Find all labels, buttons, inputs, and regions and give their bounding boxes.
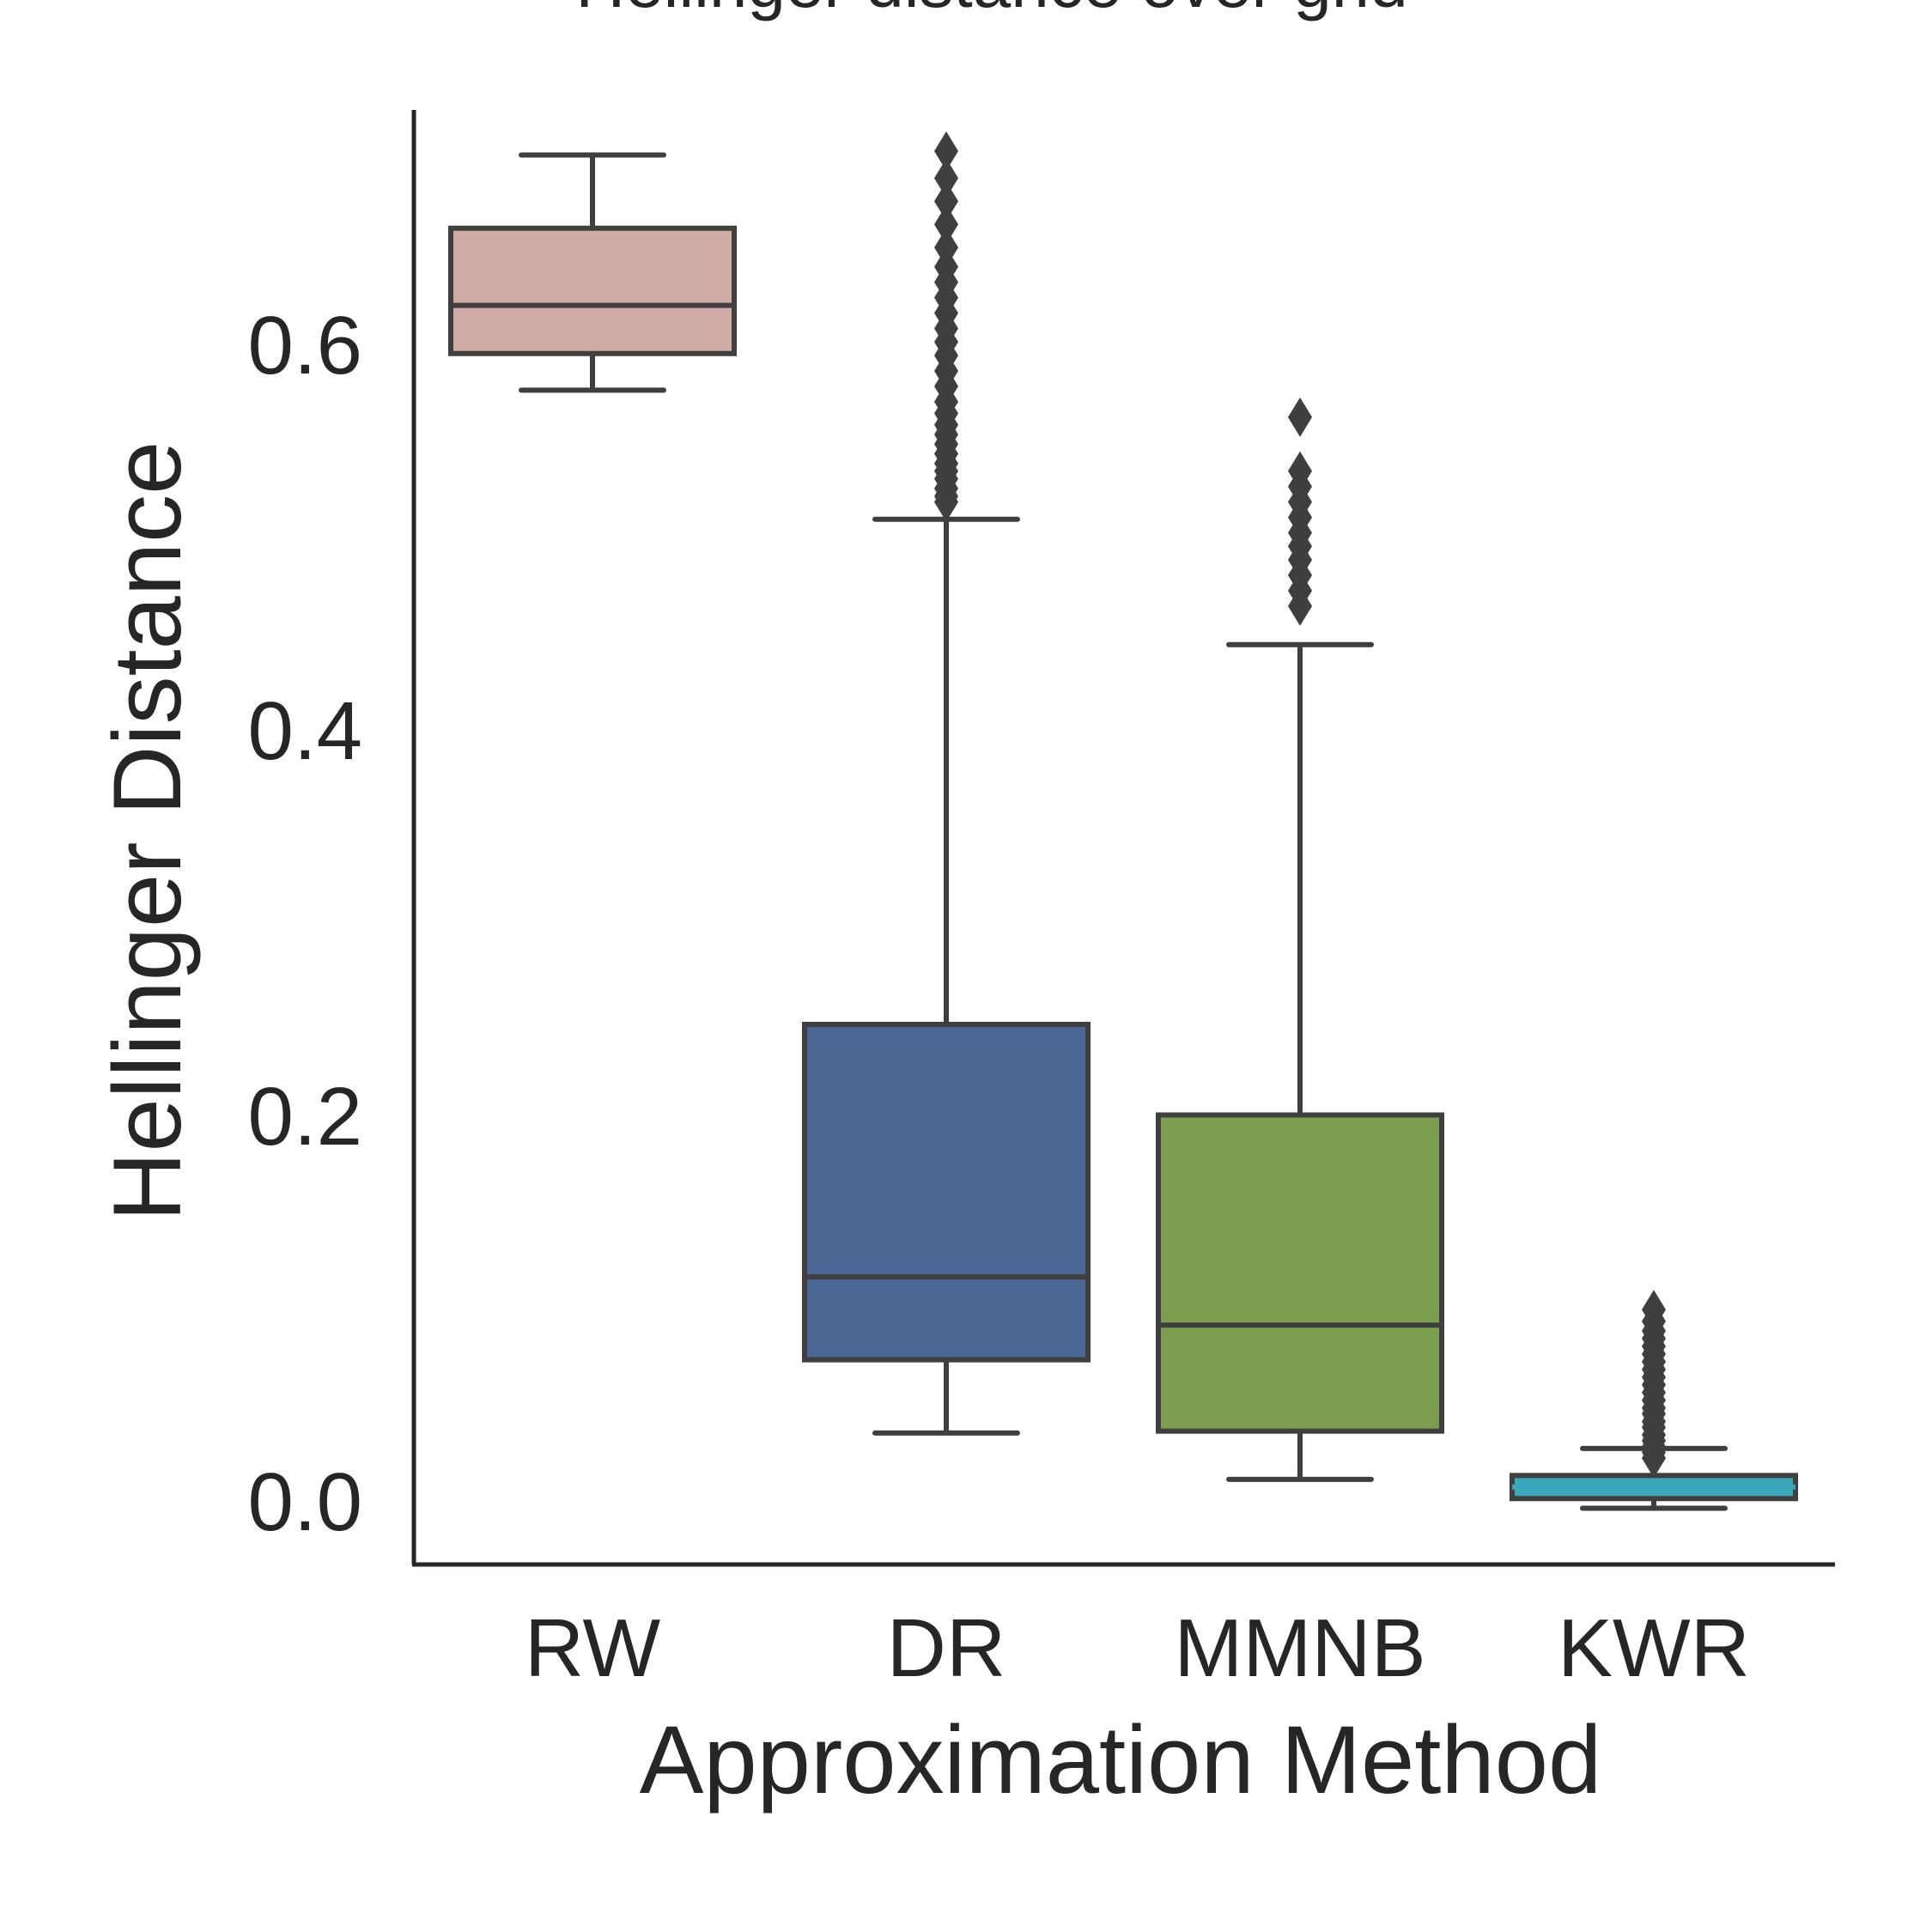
x-tick-label: DR [887,1602,1006,1694]
plot-area [448,131,1798,1511]
x-tick-label: MMNB [1174,1602,1425,1694]
outlier-point [1288,397,1312,437]
y-tick-labels: 0.0 0.2 0.4 0.6 [248,300,362,1548]
x-tick-labels: RW DR MMNB KWR [525,1602,1750,1694]
box-dr [802,1021,1091,1363]
y-tick-label: 0.6 [248,300,362,392]
y-tick-label: 0.4 [248,685,362,777]
box-group-rw [448,152,737,393]
outlier-point [1288,451,1312,491]
outlier-point [934,204,958,245]
outlier-point [1642,1290,1666,1330]
outlier-point [934,181,958,222]
y-tick-label: 0.0 [248,1456,362,1548]
box-rw [448,225,737,356]
outlier-point [934,131,958,172]
box-group-dr [802,131,1091,1436]
x-tick-label: RW [525,1602,661,1694]
x-tick-label: KWR [1558,1602,1750,1694]
chart-title: Hellinger distance over grid [575,0,1407,21]
outlier-point [934,228,958,268]
y-tick-label: 0.2 [248,1071,362,1163]
box-group-kwr [1510,1290,1798,1511]
outlier-point [934,158,958,198]
y-axis-label: Hellinger Distance [94,441,201,1222]
box-mmnb [1156,1112,1444,1434]
x-axis-label: Approximation Method [640,1706,1602,1814]
box-group-mmnb [1156,397,1444,1482]
